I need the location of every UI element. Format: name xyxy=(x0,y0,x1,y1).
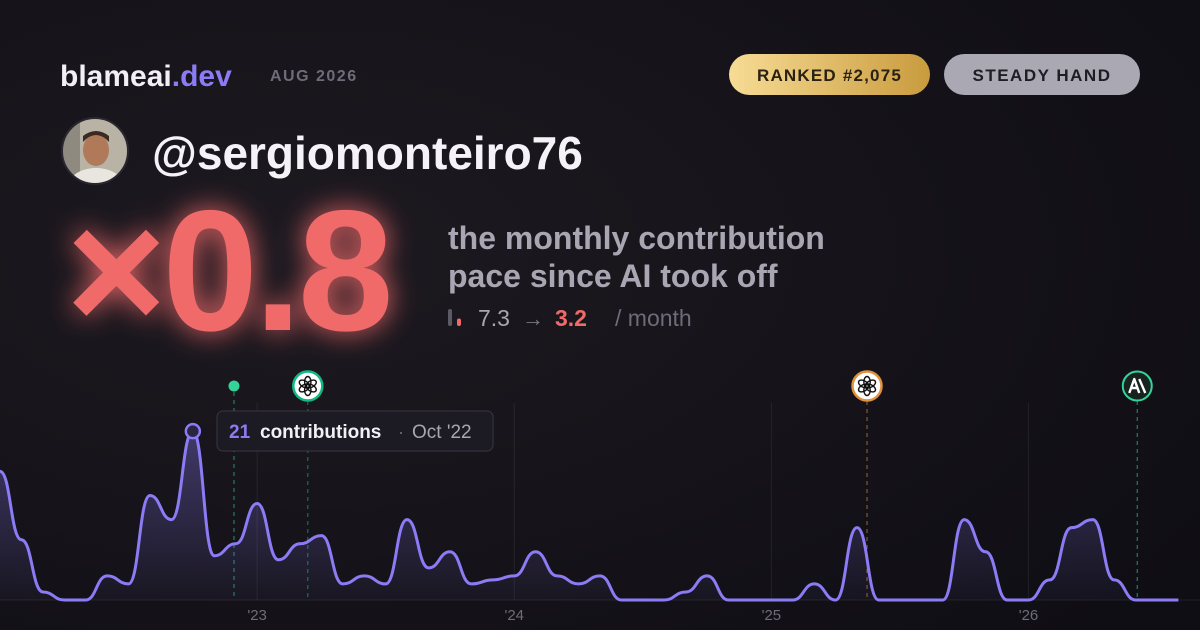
event-icon xyxy=(292,370,324,402)
event-icon xyxy=(851,370,883,402)
x-tick-label: '26 xyxy=(1019,607,1039,624)
x-tick-label: '25 xyxy=(762,607,782,624)
event-dot xyxy=(228,380,240,392)
multiplier: ×0.8 xyxy=(66,175,390,367)
rank-badge xyxy=(729,54,930,95)
style-text: STEADY HAND xyxy=(973,66,1112,85)
caption-line: pace since AI took off xyxy=(448,258,778,294)
anthropic-glyph xyxy=(1128,377,1147,394)
openai-petal xyxy=(857,379,870,389)
pace-unit: / month xyxy=(615,305,692,331)
caption-line: the monthly contribution xyxy=(448,220,825,256)
x-tick-label: '23 xyxy=(247,607,267,624)
brand-domain: .dev xyxy=(172,60,232,93)
rank-text: RANKED #2,075 xyxy=(757,66,902,85)
hover-point xyxy=(184,422,202,440)
x-tick-label: '24 xyxy=(504,607,524,624)
handle: @sergiomonteiro76 xyxy=(152,127,583,179)
brand-name: blameai xyxy=(60,60,172,93)
area xyxy=(0,431,1179,600)
pace-arrow: → xyxy=(522,306,544,331)
tooltip-sep: · xyxy=(398,422,404,442)
pace-after: 3.2 xyxy=(555,305,587,331)
chart: '23 '24 '25 '26 21 contributions · Oct '22 xyxy=(0,370,1200,624)
style-badge xyxy=(944,54,1140,95)
brand: blameai.dev xyxy=(60,60,232,93)
openai-petal xyxy=(298,379,311,389)
avatar-ring xyxy=(61,117,129,185)
date: AUG 2026 xyxy=(270,68,358,85)
pace-bar-after xyxy=(457,318,461,326)
tooltip-label: contributions xyxy=(260,422,381,443)
tooltip-date: Oct '22 xyxy=(412,422,472,443)
pace-bar-before xyxy=(448,309,452,326)
tooltip-box xyxy=(216,410,494,452)
pace: 7.3 → 3.2 / month xyxy=(448,305,692,331)
tooltip-count: 21 xyxy=(229,422,251,443)
pace-before: 7.3 xyxy=(478,305,510,331)
